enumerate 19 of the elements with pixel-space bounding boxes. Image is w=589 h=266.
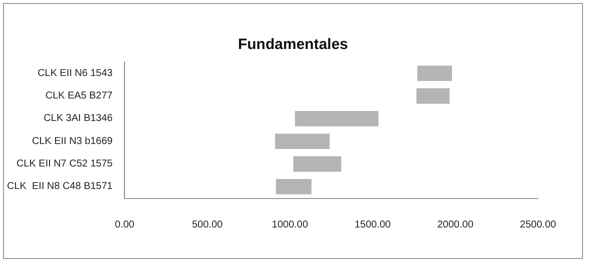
bar [417, 66, 452, 82]
bar [293, 156, 342, 172]
x-tick-label: 2500.00 [520, 220, 557, 230]
y-tick-label: CLK EII N3 b1669 [32, 136, 114, 147]
bar [416, 88, 450, 104]
x-tick-label: 500.00 [192, 220, 224, 230]
bar [276, 178, 312, 194]
x-tick-label: 1000.00 [272, 220, 308, 230]
x-tick-label: 0.00 [114, 220, 135, 230]
y-tick-label: CLK 3AI B1346 [44, 113, 114, 124]
x-tick-label: 1500.00 [354, 220, 392, 230]
y-tick-label: CLK EII N7 C52 1575 [16, 158, 114, 170]
bar [294, 110, 378, 126]
bar [275, 134, 330, 150]
chart-title: Fundamentales [238, 36, 348, 53]
x-tick-label: 2000.00 [437, 220, 474, 230]
y-tick-label: CLK EA5 B277 [45, 90, 114, 102]
y-tick-label: CLK EII N6 1543 [38, 68, 114, 79]
y-tick-label: CLK EII N8 C48 B1571 [6, 181, 114, 192]
